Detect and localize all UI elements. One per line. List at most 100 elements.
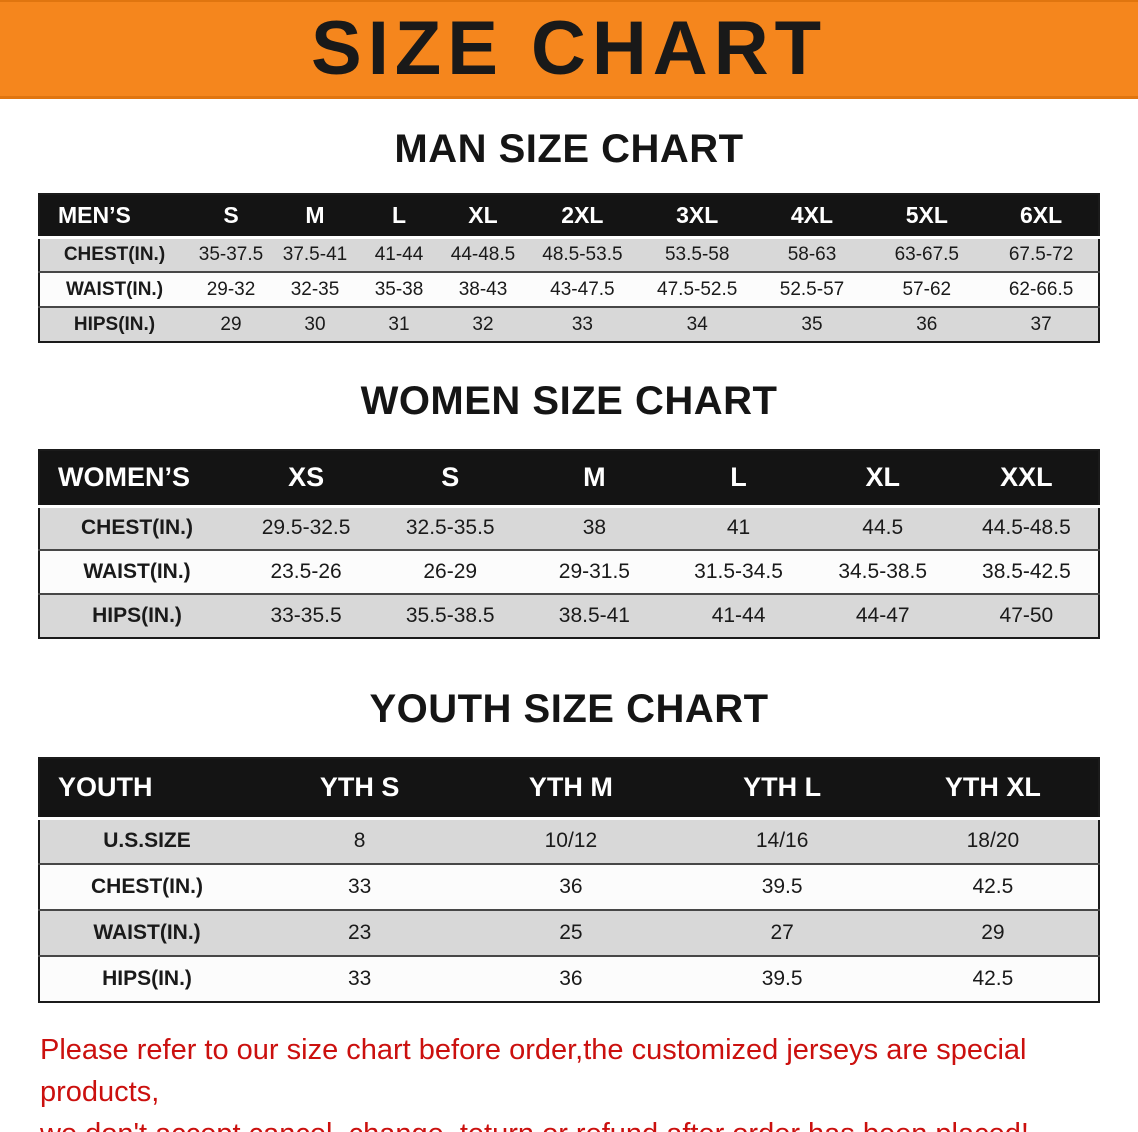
- row-label: CHEST(IN.): [81, 516, 193, 540]
- cell-value: 35-37.5: [198, 243, 264, 265]
- cell-value: 35: [801, 313, 823, 335]
- size-column-header: YTH L: [676, 758, 888, 820]
- size-column-header: 4XL: [754, 194, 870, 239]
- cell-value: 39.5: [761, 967, 803, 990]
- cell-value: 36: [559, 967, 583, 990]
- cell-value: 41: [726, 516, 751, 540]
- cell-value: 41-44: [374, 243, 424, 265]
- size-column-header: 5XL: [869, 194, 985, 239]
- disclaimer-line-1: Please refer to our size chart before or…: [40, 1034, 1027, 1109]
- cell-value: 34.5-38.5: [838, 560, 928, 583]
- disclaimer-line-2: we don't accept cancel, change, teturn o…: [40, 1118, 1029, 1132]
- cell-value: 8: [353, 829, 366, 853]
- cell-value: 43-47.5: [550, 278, 615, 300]
- cell-value: 41-44: [711, 604, 766, 627]
- cell-value: 63-67.5: [894, 243, 960, 265]
- table-row: HIPS(IN.) 33-35.5 35.5-38.5 38.5-41 41-44 44-…: [39, 594, 1099, 638]
- cell-value: 44-48.5: [450, 243, 516, 265]
- table-row: WAIST(IN.) 29-32 32-35 35-38 38-43 43-47.5 47.…: [39, 272, 1099, 307]
- table-row: U.S.SIZE 8 10/12 14/16 18/20: [39, 818, 1099, 864]
- cell-value: 47.5-52.5: [657, 278, 738, 300]
- men-section-heading: MAN SIZE CHART: [394, 127, 744, 171]
- row-label: WAIST(IN.): [93, 921, 201, 944]
- cell-value: 34: [686, 313, 708, 335]
- cell-value: 38-43: [458, 278, 508, 300]
- cell-value: 29: [220, 313, 242, 335]
- cell-value: 35-38: [374, 278, 424, 300]
- cell-value: 27: [770, 921, 794, 944]
- table-title-cell: MEN’S: [39, 194, 189, 239]
- size-column-header: YTH M: [465, 758, 677, 820]
- cell-value: 26-29: [423, 560, 478, 583]
- cell-value: 62-66.5: [1008, 278, 1074, 300]
- header-row: MEN’S S M L XL 2XL 3XL 4XL 5XL 6XL: [39, 194, 1099, 239]
- table-title-cell: YOUTH: [39, 758, 254, 820]
- header-row: YOUTH YTH S YTH M YTH L YTH XL: [39, 758, 1099, 820]
- row-label: CHEST(IN.): [63, 243, 166, 265]
- cell-value: 33: [571, 313, 593, 335]
- cell-value: 14/16: [755, 829, 809, 853]
- disclaimer-text: Please refer to our size chart before or…: [40, 1029, 1108, 1132]
- cell-value: 38: [582, 516, 607, 540]
- table-title-cell: WOMEN’S: [39, 450, 234, 508]
- header-row: WOMEN’S XS S M L XL XXL: [39, 450, 1099, 508]
- size-column-header: 6XL: [984, 194, 1099, 239]
- cell-value: 58-63: [787, 243, 837, 265]
- cell-value: 57-62: [902, 278, 952, 300]
- table-row: CHEST(IN.) 35-37.5 37.5-41 41-44 44-48.5 48.5…: [39, 237, 1099, 272]
- row-label: CHEST(IN.): [91, 875, 203, 898]
- size-column-header: S: [378, 450, 523, 508]
- cell-value: 31: [388, 313, 410, 335]
- size-column-header: L: [666, 450, 811, 508]
- men-size-table: MEN’S S M L XL 2XL 3XL 4XL 5XL 6XL CHEST(IN.) 35-37…: [38, 193, 1100, 343]
- cell-value: 29-31.5: [558, 560, 630, 583]
- size-column-header: XL: [441, 194, 525, 239]
- youth-size-table: YOUTH YTH S YTH M YTH L YTH XL U.S.SIZE 8 10/12…: [38, 757, 1100, 1003]
- cell-value: 37: [1030, 313, 1052, 335]
- women-section-heading: WOMEN SIZE CHART: [360, 379, 778, 423]
- cell-value: 32.5-35.5: [405, 516, 495, 540]
- cell-value: 33: [347, 967, 372, 990]
- cell-value: 36: [916, 313, 938, 335]
- cell-value: 42.5: [972, 875, 1014, 898]
- size-column-header: XL: [810, 450, 955, 508]
- women-size-table: WOMEN’S XS S M L XL XXL CHEST(IN.) 29.5-32.5 32.5…: [38, 449, 1100, 639]
- cell-value: 38.5-41: [558, 604, 630, 627]
- size-column-header: 3XL: [639, 194, 755, 239]
- youth-section-heading: YOUTH SIZE CHART: [369, 687, 769, 731]
- cell-value: 35.5-38.5: [405, 604, 495, 627]
- cell-value: 25: [559, 921, 583, 944]
- size-column-header: 2XL: [525, 194, 640, 239]
- table-row: HIPS(IN.) 33 36 39.5 42.5: [39, 956, 1099, 1002]
- cell-value: 67.5-72: [1008, 243, 1074, 265]
- size-column-header: L: [357, 194, 441, 239]
- size-column-header: M: [273, 194, 357, 239]
- top-banner: SIZE CHART: [0, 0, 1138, 99]
- cell-value: 52.5-57: [779, 278, 845, 300]
- size-column-header: XXL: [954, 450, 1099, 508]
- cell-value: 44.5-48.5: [982, 516, 1071, 540]
- cell-value: 32-35: [290, 278, 340, 300]
- table-row: WAIST(IN.) 23 25 27 29: [39, 910, 1099, 956]
- table-row: CHEST(IN.) 33 36 39.5 42.5: [39, 864, 1099, 910]
- cell-value: 29: [981, 921, 1005, 944]
- row-label: HIPS(IN.): [102, 967, 192, 990]
- size-column-header: S: [189, 194, 273, 239]
- cell-value: 23: [347, 921, 372, 944]
- cell-value: 29.5-32.5: [261, 516, 351, 540]
- cell-value: 53.5-58: [664, 243, 730, 265]
- row-label: HIPS(IN.): [92, 604, 182, 627]
- cell-value: 36: [559, 875, 583, 898]
- size-column-header: XS: [234, 450, 379, 508]
- cell-value: 47-50: [999, 604, 1054, 627]
- size-column-header: M: [522, 450, 667, 508]
- row-label: WAIST(IN.): [65, 278, 164, 300]
- cell-value: 31.5-34.5: [694, 560, 783, 583]
- table-row: CHEST(IN.) 29.5-32.5 32.5-35.5 38 41 44.5 44.5…: [39, 506, 1099, 550]
- cell-value: 33-35.5: [270, 604, 342, 627]
- cell-value: 23.5-26: [270, 560, 342, 583]
- cell-value: 44.5: [862, 516, 904, 540]
- cell-value: 48.5-53.5: [542, 243, 623, 265]
- cell-value: 18/20: [966, 829, 1020, 853]
- cell-value: 33: [347, 875, 372, 898]
